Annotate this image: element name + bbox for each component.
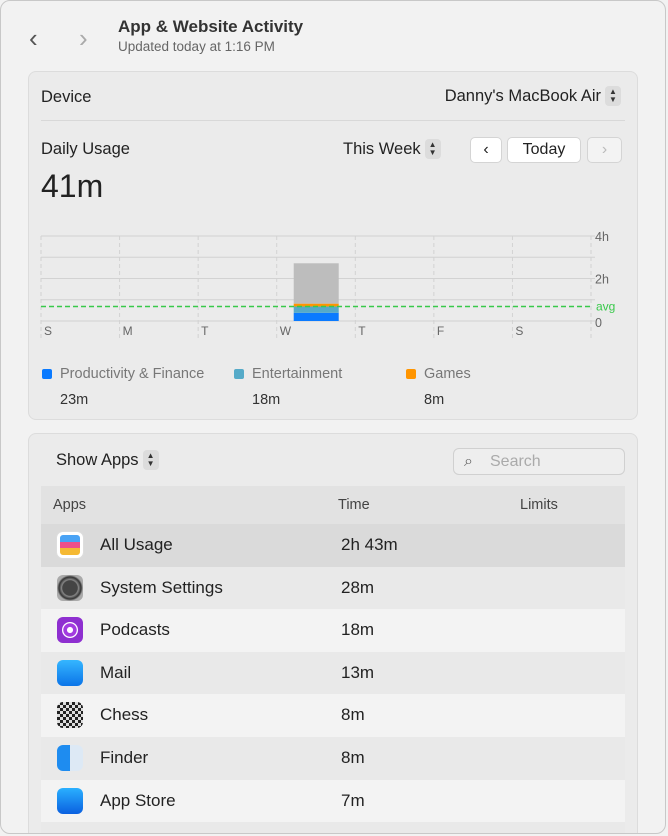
page-title: App & Website Activity — [118, 17, 304, 36]
legend-name: Entertainment — [252, 366, 343, 382]
legend-item: Productivity & Finance — [42, 366, 204, 382]
search-input[interactable]: ⌕ Search — [453, 448, 625, 475]
legend-swatch — [42, 369, 52, 379]
usage-chart: S M T W T F S 0 2h 4h avg — [40, 230, 615, 341]
app-time: 2h 43m — [341, 535, 398, 554]
search-placeholder: Search — [490, 453, 541, 470]
forward-button[interactable]: › — [79, 23, 88, 53]
daily-usage-label: Daily Usage — [41, 140, 130, 158]
x-tick-label: T — [201, 324, 209, 338]
stack-icon — [57, 532, 83, 558]
bar-segment — [293, 263, 339, 304]
legend-item: Entertainment — [234, 366, 342, 382]
legend-item: Games — [406, 366, 471, 382]
table-row[interactable]: System Settings 28m — [41, 566, 625, 610]
device-popup[interactable]: Danny's MacBook Air ▲ ▼ — [445, 86, 621, 106]
app-store-icon — [57, 787, 83, 814]
back-button[interactable]: ‹ — [29, 23, 38, 53]
table-row[interactable]: App Store 7m — [41, 779, 625, 823]
app-name: All Usage — [100, 535, 173, 554]
chess-icon — [57, 702, 83, 729]
previous-period-button[interactable]: ‹ — [470, 137, 502, 163]
apps-table: All Usage 2h 43m System Settings 28m Podcast… — [41, 524, 625, 833]
updown-icon: ▲ ▼ — [605, 86, 621, 106]
table-row[interactable]: Chess 8m — [41, 694, 625, 737]
gear-icon — [57, 574, 83, 601]
range-value: This Week — [343, 139, 421, 158]
app-time: 8m — [341, 705, 365, 725]
x-tick-label: M — [123, 324, 133, 338]
next-period-button[interactable]: › — [587, 137, 622, 163]
legend-name: Games — [424, 366, 471, 382]
table-row[interactable]: Mail 13m — [41, 651, 625, 695]
column-time[interactable]: Time — [338, 497, 370, 513]
table-row[interactable]: All Usage 2h 43m — [41, 524, 625, 567]
app-name: System Settings — [100, 577, 223, 597]
app-name: Finder — [100, 747, 149, 767]
legend-swatch — [234, 369, 244, 379]
table-row[interactable] — [41, 822, 625, 833]
show-apps-value: Show Apps — [56, 450, 139, 469]
app-name: Chess — [100, 705, 149, 725]
app-time: 7m — [341, 790, 365, 810]
legend-value: 18m — [252, 392, 281, 408]
x-tick-label: S — [515, 324, 523, 338]
app-name: Mail — [100, 662, 132, 682]
daily-usage-total: 41m — [41, 168, 104, 204]
usage-panel: Device Danny's MacBook Air ▲ ▼ Daily Usage… — [28, 71, 638, 420]
app-time: 8m — [341, 747, 365, 767]
table-row[interactable]: Finder 8m — [41, 736, 625, 780]
x-tick-label: F — [437, 324, 444, 338]
legend-name: Productivity & Finance — [60, 366, 205, 382]
legend-swatch — [406, 369, 416, 379]
show-apps-popup[interactable]: Show Apps ▲ ▼ — [56, 450, 159, 470]
today-button[interactable]: Today — [507, 137, 581, 163]
app-name: App Store — [100, 790, 176, 810]
apps-panel: Show Apps ▲ ▼ ⌕ Search Apps Time Limits All… — [28, 433, 638, 833]
legend-value: 23m — [60, 392, 89, 408]
updown-icon: ▲ ▼ — [424, 139, 441, 159]
bar-segment — [293, 303, 339, 307]
bar-segment — [293, 306, 339, 313]
updown-icon: ▲ ▼ — [142, 450, 159, 470]
divider — [41, 120, 625, 121]
updated-subtitle: Updated today at 1:16 PM — [118, 39, 275, 54]
average-label: avg — [596, 299, 615, 313]
legend-value: 8m — [424, 392, 445, 408]
device-label: Device — [41, 88, 92, 106]
mail-icon — [57, 659, 83, 686]
column-limits[interactable]: Limits — [520, 497, 558, 513]
y-tick-label: 2h — [595, 273, 609, 287]
app-time: 13m — [341, 662, 375, 682]
x-tick-label: T — [358, 324, 366, 338]
app-time: 18m — [341, 620, 375, 640]
table-header: Apps Time Limits — [41, 486, 625, 524]
x-tick-label: W — [280, 324, 292, 338]
app-name: Podcasts — [100, 620, 170, 640]
search-icon: ⌕ — [464, 453, 473, 470]
x-tick-label: S — [44, 324, 52, 338]
y-tick-label: 0 — [595, 316, 602, 330]
app-time: 28m — [341, 577, 375, 597]
range-popup[interactable]: This Week ▲ ▼ — [343, 139, 441, 159]
finder-icon — [57, 744, 83, 771]
device-value: Danny's MacBook Air — [444, 86, 601, 105]
y-tick-label: 4h — [595, 230, 609, 244]
bar-segment — [293, 312, 339, 321]
column-apps[interactable]: Apps — [53, 497, 87, 513]
podcasts-icon — [57, 617, 83, 644]
table-row[interactable]: Podcasts 18m — [41, 609, 625, 652]
